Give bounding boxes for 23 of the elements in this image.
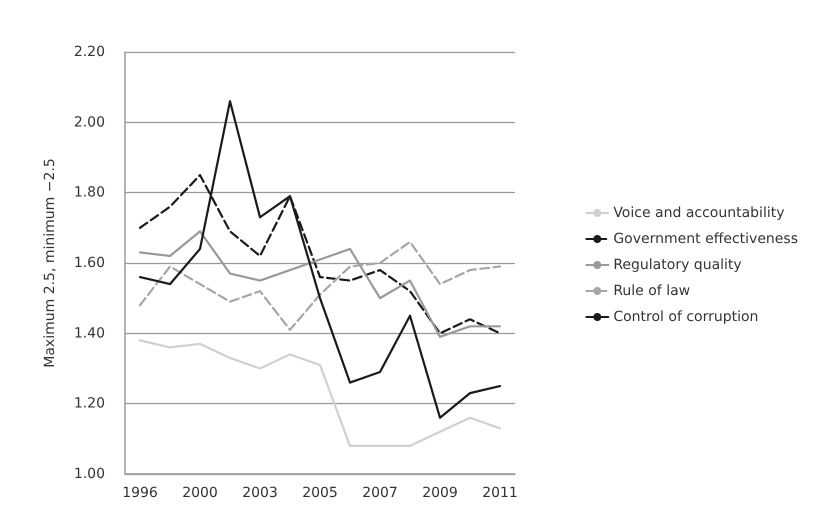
line-series xyxy=(138,240,502,331)
y-tick-label: 2.00 xyxy=(74,114,105,130)
x-tick-label: 2011 xyxy=(482,485,518,501)
line-series xyxy=(138,100,502,419)
legend-label: Voice and accountability xyxy=(613,205,785,221)
y-axis-title: Maximum 2.5, minimum −2.5 xyxy=(42,158,58,368)
legend-label: Regulatory quality xyxy=(613,257,742,273)
x-tick-label: 2003 xyxy=(242,485,278,501)
x-tick-label: 1996 xyxy=(122,485,158,501)
y-tick-label: 1.00 xyxy=(74,466,105,482)
line-series xyxy=(138,339,502,447)
x-tick-label: 2009 xyxy=(422,485,458,501)
y-tick-label: 1.60 xyxy=(74,255,105,271)
y-tick-label: 1.80 xyxy=(74,184,105,201)
x-tick-label: 2005 xyxy=(302,485,338,501)
legend-label: Control of corruption xyxy=(613,309,758,325)
x-tick-label: 2000 xyxy=(182,485,218,501)
x-tick-label: 2007 xyxy=(362,485,398,501)
legend-label: Government effectiveness xyxy=(613,231,798,247)
legend-label: Rule of law xyxy=(613,283,690,299)
y-tick-label: 1.20 xyxy=(74,396,105,412)
y-tick-label: 2.20 xyxy=(74,44,105,60)
y-tick-label: 1.40 xyxy=(74,325,105,342)
